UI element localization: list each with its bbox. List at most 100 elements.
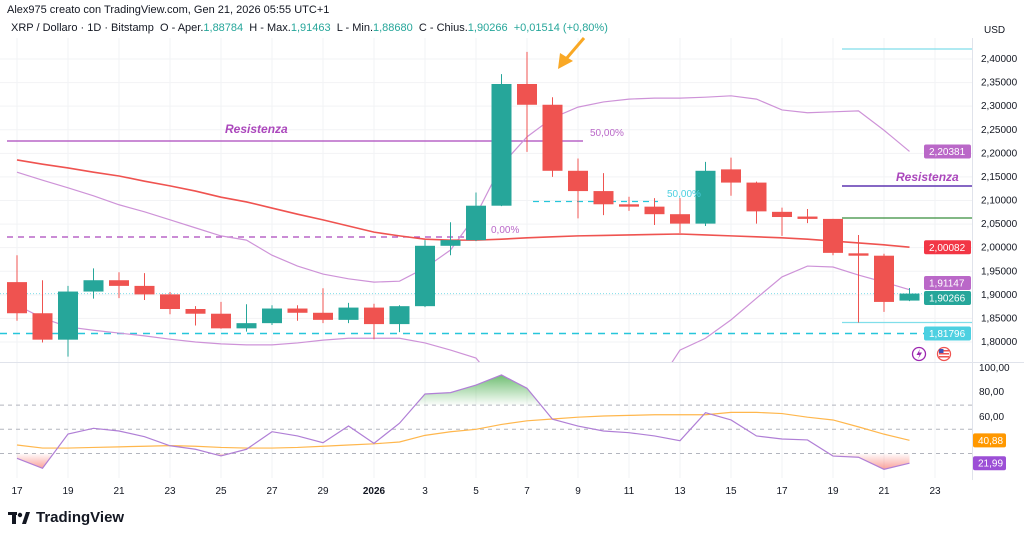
candle[interactable] <box>874 253 894 312</box>
candle-body <box>466 205 486 241</box>
time-tick-label: 2026 <box>363 486 386 497</box>
candle[interactable] <box>848 234 869 323</box>
rsi-pane[interactable] <box>0 374 972 470</box>
price-badge-bg <box>924 326 971 341</box>
flag-canton <box>939 349 944 353</box>
rsi-tick-label: 80,00 <box>979 387 1004 398</box>
candle[interactable] <box>491 74 512 207</box>
candle[interactable] <box>236 304 257 332</box>
candle[interactable] <box>262 305 282 326</box>
price-badge: 1,81796 <box>924 326 971 341</box>
candle[interactable] <box>134 273 155 301</box>
grid <box>0 38 1024 480</box>
lightning-event-icon[interactable] <box>911 346 927 362</box>
price-pane[interactable] <box>0 48 972 427</box>
us-flag-event-icon[interactable] <box>936 346 952 362</box>
candle[interactable] <box>287 305 308 321</box>
candle[interactable] <box>389 305 410 333</box>
candle-body <box>848 253 869 256</box>
time-tick-label: 7 <box>524 486 530 497</box>
candle[interactable] <box>58 285 78 357</box>
price-tick-label: 2,20000 <box>981 148 1018 159</box>
candle-body <box>440 240 461 246</box>
low-label: L - Min. <box>336 22 373 34</box>
candle-body <box>874 255 894 302</box>
candle-body <box>287 308 308 313</box>
candle-body <box>7 282 27 314</box>
tradingview-logo[interactable]: TradingView <box>8 509 124 526</box>
symbol-name[interactable]: XRP / Dollaro · 1D · Bitstamp <box>11 22 154 34</box>
candle[interactable] <box>313 288 333 324</box>
candle[interactable] <box>721 157 741 196</box>
fib-50-label-a: 50,00% <box>590 128 624 139</box>
close-value: 1,90266 <box>467 22 508 34</box>
arrow-shaft <box>564 37 586 60</box>
open-label: O - Aper. <box>159 22 204 34</box>
time-tick-label: 23 <box>929 486 941 497</box>
time-tick-label: 11 <box>624 486 635 497</box>
candle[interactable] <box>772 207 792 236</box>
moving-average-line <box>16 159 910 249</box>
candle-body <box>746 182 767 212</box>
rsi-badge-bg <box>973 456 1006 471</box>
candle[interactable] <box>517 51 537 152</box>
candle[interactable] <box>593 173 614 216</box>
price-tick-label: 2,15000 <box>981 172 1018 183</box>
candle[interactable] <box>160 292 180 315</box>
close-label: C - Chius. <box>418 22 468 34</box>
candle-body <box>619 204 639 207</box>
price-tick-label: 2,35000 <box>981 78 1018 89</box>
candle[interactable] <box>466 192 486 242</box>
candle[interactable] <box>823 218 843 256</box>
candle-body <box>160 294 180 310</box>
fib-0-label: 0,00% <box>491 225 519 236</box>
price-badge-value: 2,20381 <box>929 147 966 158</box>
candle[interactable] <box>440 222 461 256</box>
candle[interactable] <box>568 158 588 219</box>
candle[interactable] <box>619 196 639 211</box>
price-badge: 1,90266 <box>924 291 971 305</box>
axes[interactable]: USD 2,40000 2,35000 2,30000 2,25000 2,20000 2,… <box>11 25 1017 497</box>
candle[interactable] <box>899 287 920 302</box>
rsi-line <box>16 374 910 470</box>
price-badge-bg <box>924 144 971 159</box>
candle[interactable] <box>542 97 563 177</box>
time-tick-label: 17 <box>776 486 788 497</box>
candle-body <box>185 309 206 314</box>
price-tick-label: 2,05000 <box>981 219 1018 230</box>
time-tick-label: 17 <box>11 486 23 497</box>
price-badge-value: 2,00082 <box>929 243 966 254</box>
arrow-head <box>558 53 573 69</box>
candle-body <box>517 84 537 105</box>
candle-body <box>593 191 614 205</box>
price-tick-label: 2,30000 <box>981 101 1018 112</box>
candle-body <box>313 312 333 320</box>
candle[interactable] <box>644 198 665 226</box>
candle[interactable] <box>746 181 767 224</box>
candle-body <box>491 84 512 206</box>
candle[interactable] <box>185 306 206 326</box>
symbol-legend: XRP / Dollaro · 1D · Bitstamp O - Aper. 1… <box>11 22 608 34</box>
rsi-tick-label: 60,00 <box>979 412 1004 423</box>
rsi-badge-value: 40,88 <box>978 436 1003 447</box>
candle[interactable] <box>32 280 53 343</box>
lightning-glyph <box>916 349 922 359</box>
candle[interactable] <box>109 272 129 299</box>
candle[interactable] <box>338 302 359 324</box>
candle-body <box>134 285 155 295</box>
candle[interactable] <box>695 161 716 226</box>
price-badge-bg <box>924 276 971 290</box>
candle[interactable] <box>797 209 818 224</box>
candle[interactable] <box>364 303 384 340</box>
candle[interactable] <box>415 240 435 308</box>
candle[interactable] <box>211 301 231 329</box>
price-badge-value: 1,81796 <box>929 329 966 340</box>
attribution: Alex975 creato con TradingView.com, Gen … <box>7 4 330 16</box>
candle-body <box>415 245 435 307</box>
candle[interactable] <box>83 268 104 299</box>
candle[interactable] <box>670 198 690 234</box>
change-value: +0,01514 (+0,80%) <box>513 22 608 34</box>
candle-body <box>823 218 843 253</box>
candle[interactable] <box>7 255 27 321</box>
